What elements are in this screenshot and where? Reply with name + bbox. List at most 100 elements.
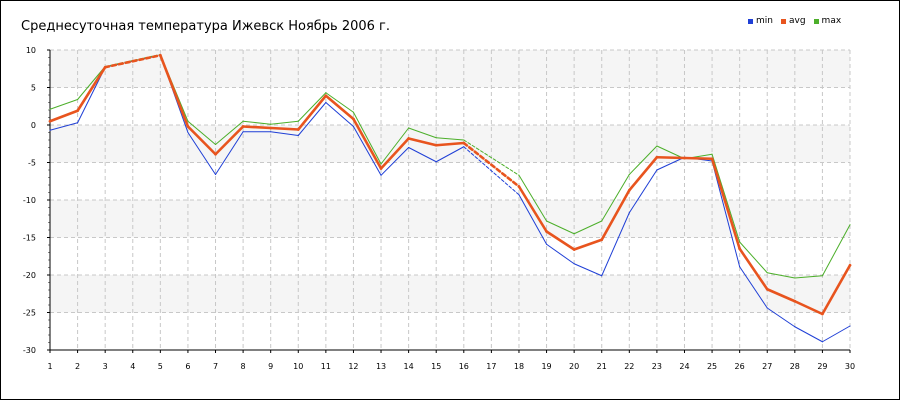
data-point-avg (572, 248, 576, 251)
chart-title: Среднесуточная температура Ижевск Ноябрь… (21, 19, 391, 34)
series-segment-max (601, 174, 630, 222)
data-point-min (408, 147, 410, 148)
series-segment-avg (214, 125, 245, 156)
series-segment-avg (352, 117, 383, 170)
series-segment-min (601, 212, 630, 277)
data-point-min (352, 126, 354, 127)
data-point-max (325, 92, 327, 94)
x-tick-label: 17 (486, 362, 496, 371)
data-point-min (77, 122, 79, 124)
data-point-max (711, 153, 713, 155)
data-point-avg (738, 247, 741, 251)
x-tick-label: 24 (679, 362, 689, 371)
x-tick-label: 14 (404, 362, 414, 371)
x-tick-label: 1 (47, 362, 52, 371)
data-point-max (766, 272, 768, 274)
series-segment-avg (545, 230, 576, 251)
series-segment-min (711, 160, 741, 268)
series-segment-min (270, 131, 299, 136)
data-point-max (215, 144, 217, 145)
data-point-avg (517, 185, 521, 188)
data-point-avg (628, 188, 631, 192)
series-segment-min (380, 147, 410, 176)
series-segment-avg (793, 299, 824, 316)
data-point-avg (76, 109, 79, 113)
series-segment-min (518, 194, 548, 245)
legend-label-max: max (821, 16, 842, 26)
series-segment-min (546, 243, 575, 265)
data-point-avg (600, 238, 604, 242)
series-segment-max (380, 127, 410, 165)
x-tick-label: 11 (321, 362, 331, 371)
x-tick-label: 19 (541, 362, 551, 371)
series-segment-min (821, 325, 851, 343)
data-point-min (49, 129, 51, 131)
x-tick-label: 20 (569, 362, 579, 371)
series-segment-avg (710, 157, 741, 251)
data-point-avg (545, 230, 548, 233)
data-point-avg (765, 287, 769, 291)
legend-swatch-avg (780, 18, 786, 24)
series-segment-avg (186, 125, 217, 156)
data-point-min (573, 263, 575, 265)
data-point-max (297, 120, 299, 122)
data-point-min (794, 326, 796, 328)
x-tick-label: 21 (597, 362, 607, 371)
data-point-min (821, 341, 823, 343)
series-segment-min (766, 307, 796, 328)
series-segment-max (794, 275, 823, 279)
data-point-avg (352, 117, 355, 121)
data-point-avg (821, 312, 824, 316)
data-point-max (794, 277, 796, 279)
data-point-min (242, 131, 244, 133)
data-point-max (739, 241, 741, 243)
series-segment-min (187, 132, 217, 175)
data-point-avg (241, 125, 245, 128)
data-point-max (270, 123, 272, 125)
data-point-avg (186, 125, 190, 128)
series-segment-max (242, 120, 272, 125)
x-tick-label: 2 (75, 362, 80, 371)
data-point-max (628, 174, 630, 175)
legend-item-min: min (748, 16, 773, 26)
data-point-max (49, 108, 51, 110)
data-point-avg (434, 143, 438, 147)
data-point-max (435, 137, 437, 139)
y-tick-label: -25 (23, 309, 36, 318)
data-point-max (380, 163, 382, 165)
x-tick-label: 9 (268, 362, 273, 371)
data-point-avg (848, 263, 852, 267)
series-segment-max (546, 220, 575, 235)
data-point-min (380, 174, 382, 176)
series-segment-max (215, 120, 244, 145)
data-point-min (435, 161, 437, 163)
data-point-avg (296, 128, 300, 131)
data-point-max (849, 224, 851, 226)
x-tick-label: 4 (130, 362, 135, 371)
series-segment-max (766, 272, 796, 279)
series-segment-min (352, 126, 382, 176)
legend-item-max: max (813, 16, 842, 26)
series-segment-max (352, 111, 382, 165)
data-point-min (518, 194, 520, 196)
series-segment-max (628, 145, 658, 175)
data-point-max (546, 220, 548, 222)
x-tick-label: 6 (185, 362, 190, 371)
data-point-avg (655, 155, 659, 159)
plot-band (50, 275, 850, 313)
series-segment-avg (517, 185, 548, 233)
data-point-max (187, 120, 189, 122)
series-segment-max (408, 127, 437, 139)
data-point-max (821, 275, 823, 277)
series-segment-min (794, 326, 823, 343)
series-segment-avg (407, 137, 438, 147)
data-point-avg (269, 126, 272, 130)
y-tick-label: -5 (28, 159, 36, 168)
y-tick-label: 10 (26, 46, 36, 55)
x-tick-label: 10 (293, 362, 303, 371)
y-tick-label: -15 (23, 234, 36, 243)
plot-band (50, 50, 850, 88)
series-segment-max (77, 66, 106, 100)
series-segment-max (187, 120, 217, 145)
